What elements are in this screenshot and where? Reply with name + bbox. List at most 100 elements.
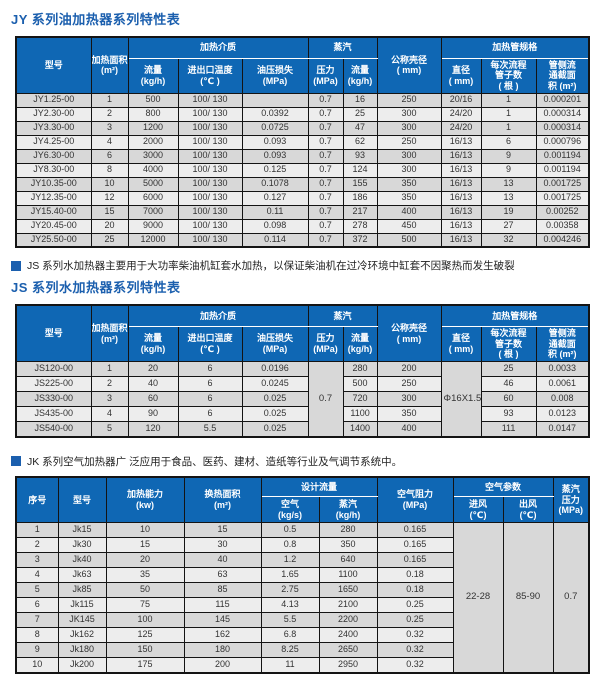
table-cell: 19 [480,204,537,220]
table-cell: 1400 [342,421,378,438]
jk-note: JK 系列空气加热器广 泛应用于食品、医药、建材、造纸等行业及气调节系统中。 [11,454,588,469]
table-cell: Jk30 [57,537,107,554]
table-cell: 0.7 [307,204,344,220]
table-cell: 8 [15,627,59,644]
table-cell: 100/ 130 [177,190,243,206]
table-cell: 0.165 [376,537,454,554]
table-cell: 24/20 [440,106,482,122]
table-cell: 0.7 [307,92,344,108]
note-bullet-icon [11,456,21,467]
table-cell: 640 [318,552,378,569]
table-row: JS330-00 3 60 6 0.025 720 300 60 0.008 [15,391,590,408]
table-cell: 0.0147 [535,421,590,438]
table-cell: 450 [376,218,442,234]
table-cell: 27 [480,218,537,234]
table-cell: 15 [183,522,262,539]
table-cell: 4 [90,134,129,150]
table-cell: 20/16 [440,92,482,108]
table-cell: JY12.35-00 [15,190,92,206]
table-cell: 0.165 [376,552,454,569]
table-cell: 0.7 [552,522,590,674]
table-cell: 1200 [127,120,179,136]
col-header-exchange-area: 换热面积 (m²) [183,476,262,524]
table-row: 8 Jk162 125 162 6.8 2400 0.32 [15,627,589,644]
table-cell: 6 [15,597,59,614]
table-cell: 16/13 [440,162,482,178]
table-cell: 20 [90,218,129,234]
group-header-heating-medium: 加热介质 [127,304,309,327]
table-cell: 0.000314 [535,106,590,122]
table-row: JY6.30-00 6 3000 100/ 130 0.093 0.7 93 300 16/13… [15,148,590,164]
table-row: JY3.30-00 3 1200 100/ 130 0.0725 0.7 47 300 24/2… [15,120,590,136]
table-cell: 4.13 [260,597,320,614]
table-cell: 500 [127,92,179,108]
table-cell: 0.00358 [535,218,590,234]
table-cell: 280 [318,522,378,539]
table-cell: 50 [105,582,185,599]
table-cell: Jk40 [57,552,107,569]
table-cell: 200 [183,657,262,674]
table-cell: 6 [480,134,537,150]
table-cell: 175 [105,657,185,674]
table-row: JY12.35-00 12 6000 100/ 130 0.127 0.7 186 350 16… [15,190,590,206]
table-cell: 100/ 130 [177,204,243,220]
table-cell: 3000 [127,148,179,164]
table-cell: 0.7 [307,148,344,164]
table-cell: 25 [480,361,537,378]
table-cell: 350 [376,176,442,192]
table-row: JY20.45-00 20 9000 100/ 130 0.098 0.7 278 450 16… [15,218,590,234]
table-cell: 120 [127,421,179,438]
table-cell: 3 [90,120,129,136]
table-cell: 7 [15,612,59,629]
table-cell: JY3.30-00 [15,120,92,136]
table-cell: 0.1078 [241,176,309,192]
table-cell: 2.75 [260,582,320,599]
table-cell: 0.093 [241,134,309,150]
table-cell: 0.093 [241,148,309,164]
table-cell: 24/20 [440,120,482,136]
table-cell: 4000 [127,162,179,178]
table-row: 10 Jk200 175 200 11 2950 0.32 [15,657,589,674]
table-cell: 0.025 [241,406,309,423]
table-cell: 162 [183,627,262,644]
table-cell: 100/ 130 [177,92,243,108]
table-cell: 15 [90,204,129,220]
table-cell: 0.7 [307,106,344,122]
table-cell: 6 [177,406,243,423]
table-cell: 0.25 [376,597,454,614]
table-cell: 500 [376,232,442,248]
table-cell: 350 [318,537,378,554]
table-cell: 40 [183,552,262,569]
table-cell: 400 [376,204,442,220]
table-cell: 9000 [127,218,179,234]
col-header-heating-area: 加热面积 (m²) [90,304,129,363]
table-cell: JY1.25-00 [15,92,92,108]
table-row: 6 Jk115 75 115 4.13 2100 0.25 [15,597,589,614]
table-cell: JY8.30-00 [15,162,92,178]
table-row: JY10.35-00 10 5000 100/ 130 0.1078 0.7 155 350 1… [15,176,590,192]
table-cell: 300 [376,120,442,136]
js-table-body: JS120-00 1 20 6 0.0196 0.7 280 200 Φ16X1.5 25 0.00… [15,361,590,438]
table-cell: 7000 [127,204,179,220]
table-cell: 125 [105,627,185,644]
table-cell: 2000 [127,134,179,150]
table-cell: 60 [480,391,537,408]
table-row: 1 Jk15 10 15 0.5 280 0.165 22-28 85-90 0.7 [15,522,590,674]
table-cell: 0.11 [241,204,309,220]
table-cell: 16/13 [440,204,482,220]
table-cell: 0.004246 [535,232,590,248]
col-header-model: 型号 [57,476,107,524]
table-cell: 12 [90,190,129,206]
col-header-shell-diameter: 公称壳径 ( mm) [376,36,442,94]
table-cell: 5 [90,421,129,438]
table-cell: 4 [15,567,59,584]
table-cell: 3 [15,552,59,569]
table-cell: 6 [90,148,129,164]
table-cell: 16/13 [440,232,482,248]
table-cell: 2650 [318,642,378,659]
table-cell: 0.114 [241,232,309,248]
table-cell: 115 [183,597,262,614]
table-cell: Jk115 [57,597,107,614]
col-header-air-resistance: 空气阻力 (MPa) [376,476,454,524]
group-header-air-params: 空气参数 [452,476,554,498]
